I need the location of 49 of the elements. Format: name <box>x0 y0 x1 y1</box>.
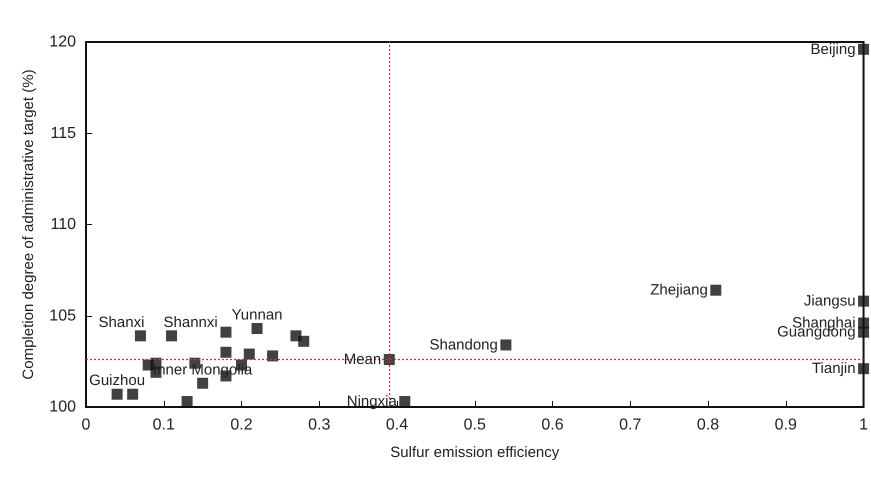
point <box>500 339 512 350</box>
point <box>134 330 146 342</box>
x-tick-label: 0 <box>82 416 91 434</box>
annotation: Shandong <box>429 336 498 354</box>
annotation: Ningxia <box>346 393 398 410</box>
point <box>298 336 310 347</box>
y-tick-label: 100 <box>49 398 76 416</box>
point <box>858 296 870 307</box>
x-axis-title: Sulfur emission efficiency <box>390 444 560 461</box>
annotation: Jiangsu <box>804 292 856 310</box>
point <box>399 396 410 408</box>
annotation: Yunnan <box>232 306 283 324</box>
x-tick-label: 0.1 <box>152 416 175 434</box>
point <box>858 363 870 374</box>
point <box>858 326 870 338</box>
annotation: Beijing <box>810 40 856 58</box>
x-tick-label: 0.2 <box>230 416 253 434</box>
x-tick-label: 0.7 <box>619 416 642 434</box>
point <box>384 354 395 366</box>
point <box>112 388 123 400</box>
x-tick-label: 0.6 <box>541 416 564 434</box>
x-tick-label: 0.8 <box>696 416 720 434</box>
x-tick-label: 0.4 <box>386 416 408 434</box>
point <box>252 323 263 334</box>
annotation: Zhejiang <box>650 282 708 299</box>
point <box>244 348 255 360</box>
x-tick-label: 1 <box>859 416 868 434</box>
point <box>166 330 178 342</box>
x-tick-label: 0.5 <box>464 416 486 434</box>
annotation: Tianjin <box>812 360 856 378</box>
point <box>220 346 232 358</box>
y-tick-label: 105 <box>49 307 76 324</box>
y-axis-title: Completion degree of administrative target (%) <box>20 69 37 380</box>
annotation: Mean <box>344 351 382 368</box>
annotation: Guizhou <box>89 372 146 390</box>
point <box>127 388 138 400</box>
y-tick-label: 115 <box>50 124 76 142</box>
x-tick-label: 0.9 <box>774 416 798 434</box>
annotation: Shanxi <box>98 314 144 331</box>
x-tick-label: 0.3 <box>308 416 330 434</box>
point <box>197 378 208 389</box>
annotation: Shannxi <box>164 314 218 331</box>
point <box>267 350 278 362</box>
point <box>710 284 722 296</box>
point <box>220 326 232 338</box>
point <box>182 396 193 408</box>
point <box>858 44 870 55</box>
y-tick-label: 120 <box>49 34 76 50</box>
y-tick-label: 110 <box>50 216 76 233</box>
